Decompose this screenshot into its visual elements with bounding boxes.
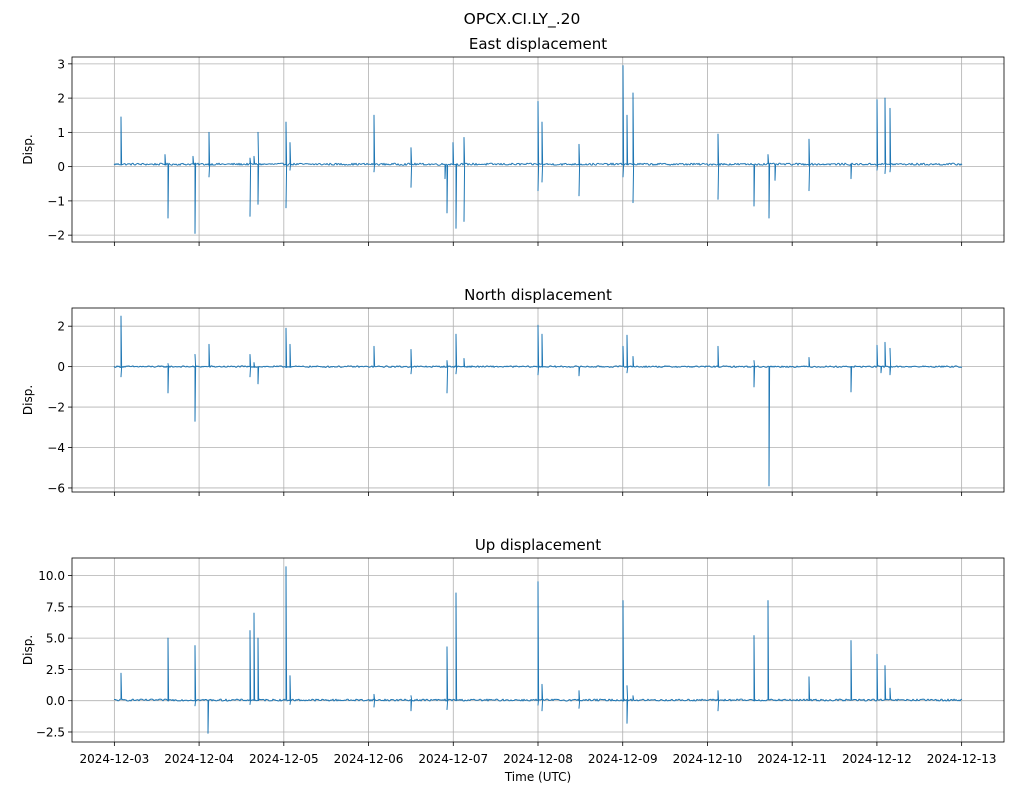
panel-title: East displacement bbox=[469, 35, 607, 53]
y-axis-label: Disp. bbox=[21, 385, 35, 415]
y-tick-label: 0 bbox=[57, 160, 65, 174]
x-tick-label: 2024-12-07 bbox=[418, 752, 488, 766]
x-tick-label: 2024-12-04 bbox=[164, 752, 234, 766]
x-tick-label: 2024-12-03 bbox=[79, 752, 149, 766]
y-axis-label: Disp. bbox=[21, 134, 35, 164]
y-axis-label: Disp. bbox=[21, 635, 35, 665]
y-tick-label: −2 bbox=[47, 401, 65, 415]
panel-title: North displacement bbox=[464, 286, 612, 304]
y-tick-label: −4 bbox=[47, 441, 65, 455]
axes-frame bbox=[71, 307, 1005, 493]
x-tick-label: 2024-12-06 bbox=[334, 752, 404, 766]
y-tick-label: 7.5 bbox=[46, 600, 65, 614]
panel-1: 3 2 1 0 −1 −2 East displacement Disp. bbox=[21, 35, 1005, 246]
x-tick-label: 2024-12-12 bbox=[842, 752, 912, 766]
x-tick-label: 2024-12-11 bbox=[757, 752, 827, 766]
x-tick-label: 2024-12-08 bbox=[503, 752, 573, 766]
panel-2: 2 0 −2 −4 −6 North displacement Disp. bbox=[21, 286, 1005, 496]
x-axis-label: Time (UTC) bbox=[504, 770, 571, 784]
displacement-series bbox=[113, 315, 963, 487]
y-tick-label: −1 bbox=[47, 194, 65, 208]
y-tick-label: 1 bbox=[57, 126, 65, 140]
y-tick-label: −2.5 bbox=[36, 725, 65, 739]
y-tick-label: −6 bbox=[47, 481, 65, 495]
x-tick-label: 2024-12-09 bbox=[588, 752, 658, 766]
x-tick-label: 2024-12-13 bbox=[927, 752, 997, 766]
y-tick-label: 0 bbox=[57, 360, 65, 374]
displacement-series bbox=[114, 566, 963, 734]
y-tick-label: 2.5 bbox=[46, 663, 65, 677]
y-tick-label: 3 bbox=[57, 57, 65, 71]
panel-title: Up displacement bbox=[475, 536, 601, 554]
y-tick-label: 5.0 bbox=[46, 632, 65, 646]
y-tick-label: −2 bbox=[47, 229, 65, 243]
panel-3: 2024-12-03 2024-12-04 2024-12-05 2024-12-06… bbox=[21, 536, 1005, 766]
y-tick-label: 2 bbox=[57, 320, 65, 334]
y-tick-label: 0.0 bbox=[46, 694, 65, 708]
axes-frame bbox=[71, 557, 1005, 743]
y-tick-label: 10.0 bbox=[38, 569, 65, 583]
figure-suptitle: OPCX.CI.LY_.20 bbox=[464, 10, 581, 29]
displacement-series bbox=[113, 65, 963, 234]
axes-frame bbox=[71, 56, 1005, 243]
x-tick-label: 2024-12-05 bbox=[249, 752, 319, 766]
x-tick-label: 2024-12-10 bbox=[673, 752, 743, 766]
y-tick-label: 2 bbox=[57, 92, 65, 106]
